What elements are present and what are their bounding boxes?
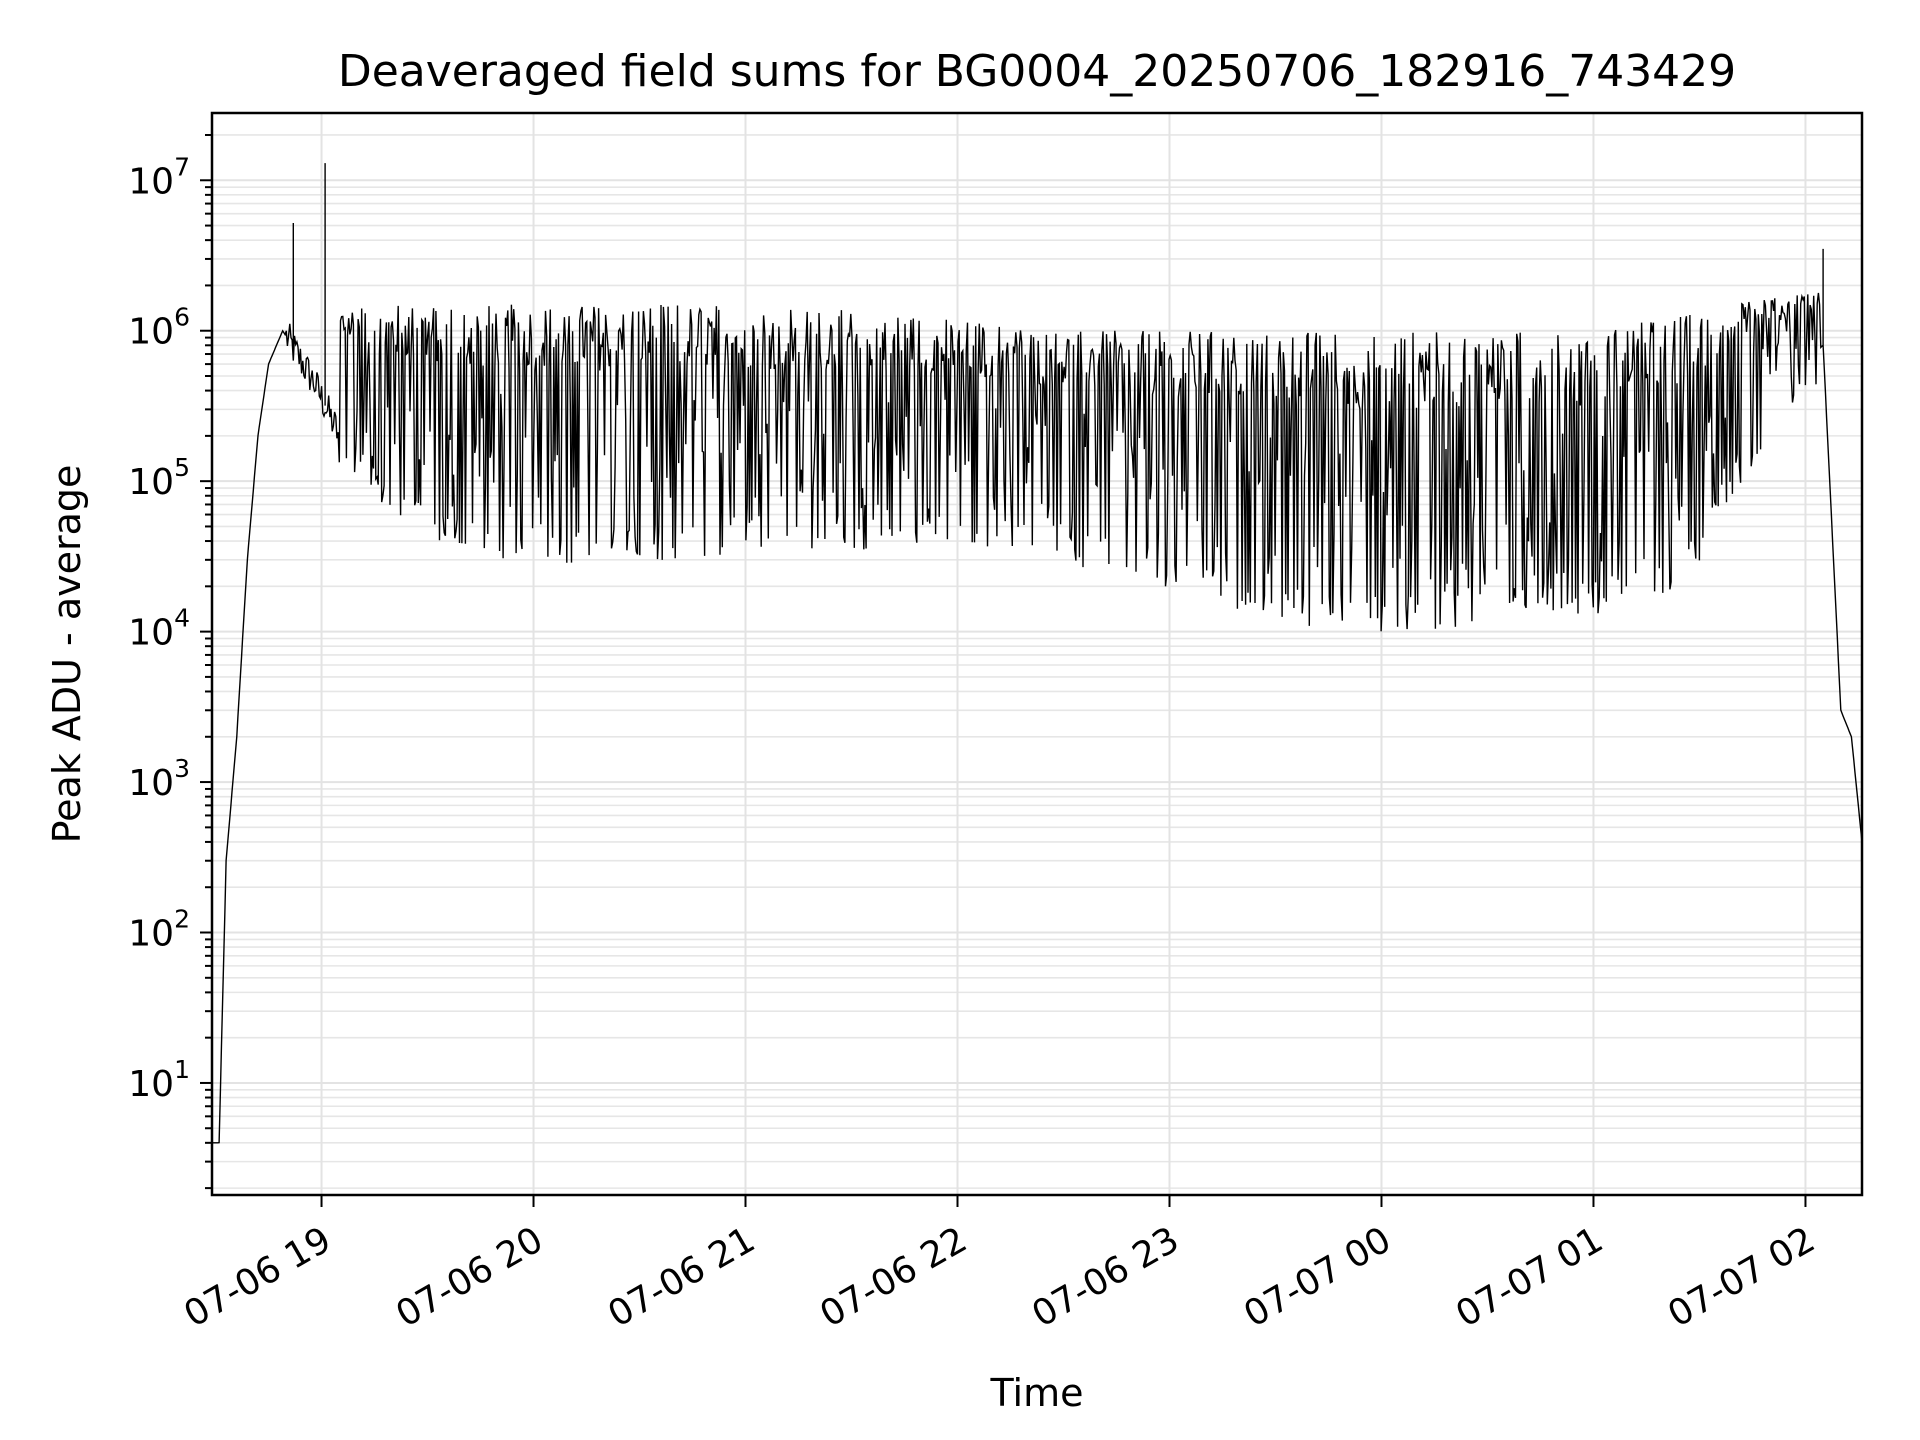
y-tick-base: 10 (128, 161, 174, 202)
y-tick-exponent: 3 (174, 754, 190, 783)
y-tick-label: 105 (128, 453, 190, 503)
y-tick-label: 104 (128, 604, 190, 654)
chart-title: Deaveraged field sums for BG0004_2025070… (338, 46, 1736, 97)
y-tick-exponent: 1 (174, 1055, 190, 1084)
y-tick-label: 101 (128, 1055, 190, 1105)
y-tick-label: 103 (128, 754, 190, 804)
series-line (212, 163, 1863, 1144)
y-tick-label: 106 (128, 303, 190, 353)
y-tick-base: 10 (128, 613, 174, 654)
y-tick-base: 10 (128, 1064, 174, 1105)
y-tick-base: 10 (128, 312, 174, 353)
y-axis-label: Peak ADU - average (45, 465, 89, 844)
y-tick-label: 102 (128, 905, 190, 955)
y-tick-base: 10 (128, 462, 174, 503)
y-tick-label: 107 (128, 152, 190, 202)
y-tick-base: 10 (128, 763, 174, 804)
y-tick-exponent: 5 (174, 453, 190, 482)
y-tick-exponent: 4 (174, 604, 190, 633)
y-tick-exponent: 7 (174, 152, 190, 181)
y-tick-exponent: 6 (174, 303, 190, 332)
y-tick-exponent: 2 (174, 905, 190, 934)
y-tick-base: 10 (128, 914, 174, 955)
x-axis-label: Time (990, 1371, 1084, 1415)
